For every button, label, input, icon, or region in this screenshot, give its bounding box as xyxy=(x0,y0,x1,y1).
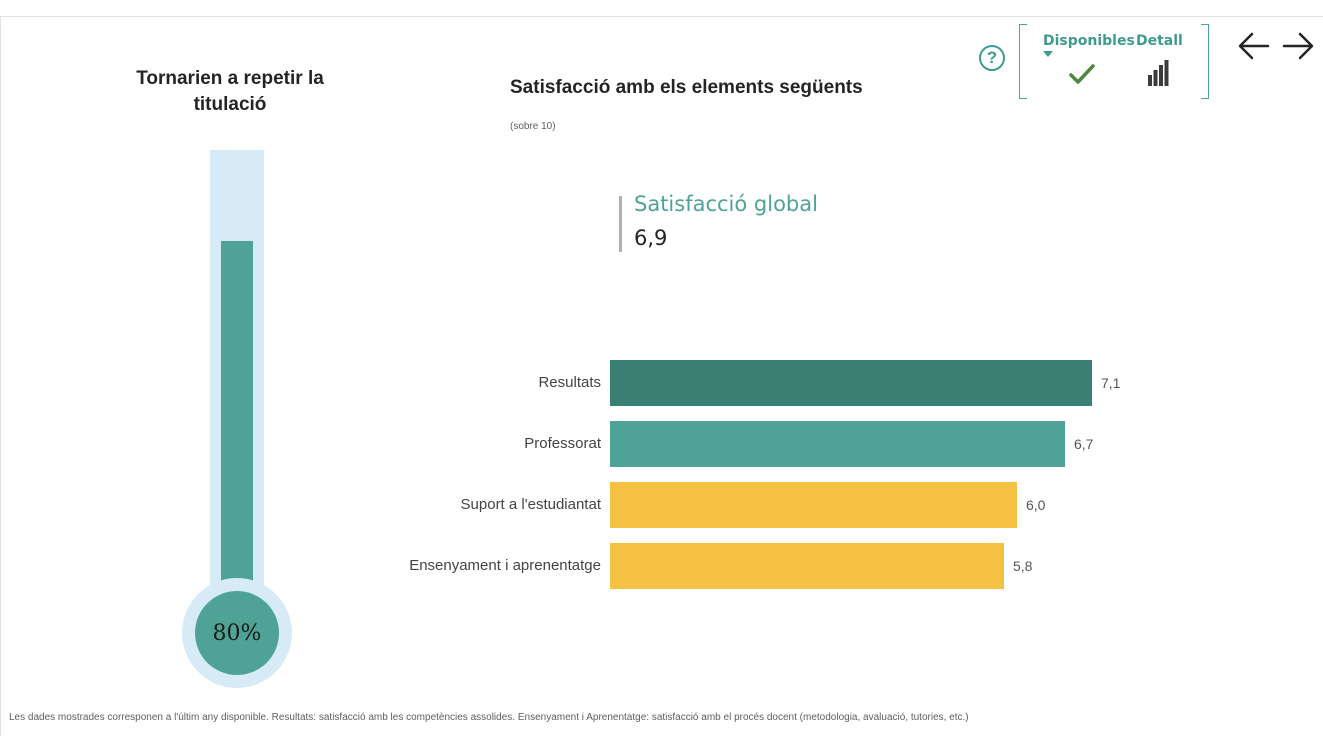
bar-row: Ensenyament i aprenentatge 5,8 xyxy=(0,543,1323,589)
arrow-right-icon[interactable] xyxy=(1280,28,1316,64)
footnote: Les dades mostrades corresponen a l'últi… xyxy=(9,712,969,723)
frame-border-top xyxy=(0,16,1323,17)
bar-row: Resultats 7,1 xyxy=(0,360,1323,406)
bar-category-label: Professorat xyxy=(524,435,601,452)
bar-row: Professorat 6,7 xyxy=(0,421,1323,467)
kpi-accent-bar xyxy=(619,196,622,252)
bar-value-label: 7,1 xyxy=(1101,375,1121,391)
bar-category-label: Suport a l'estudiantat xyxy=(460,496,601,513)
bar[interactable] xyxy=(610,421,1065,467)
bar-category-label: Ensenyament i aprenentatge xyxy=(409,557,601,574)
tab-detail[interactable]: Detall xyxy=(1136,33,1183,49)
frame-border-left xyxy=(0,16,1,736)
tab-available[interactable]: Disponibles xyxy=(1043,33,1135,49)
thermometer-fill xyxy=(221,241,253,640)
bar[interactable] xyxy=(610,543,1004,589)
toggle-bracket-right xyxy=(1201,24,1209,99)
help-button[interactable]: ? xyxy=(979,45,1005,71)
bar-row: Suport a l'estudiantat 6,0 xyxy=(0,482,1323,528)
kpi-label: Satisfacció global xyxy=(634,192,818,216)
bar[interactable] xyxy=(610,482,1017,528)
bar[interactable] xyxy=(610,360,1092,406)
bar-value-label: 6,0 xyxy=(1026,497,1046,513)
kpi-value: 6,9 xyxy=(634,226,668,250)
help-icon: ? xyxy=(986,48,998,67)
chart-title: Satisfacció amb els elements següents xyxy=(510,77,863,98)
bar-value-label: 6,7 xyxy=(1074,436,1094,452)
bar-category-label: Resultats xyxy=(538,374,601,391)
bar-value-label: 5,8 xyxy=(1013,558,1033,574)
thermometer-bulb: 80% xyxy=(195,591,279,675)
toggle-bracket-left xyxy=(1019,24,1027,99)
arrow-left-icon[interactable] xyxy=(1236,28,1272,64)
thermometer-title: Tornarien a repetir la titulació xyxy=(136,68,324,115)
check-icon[interactable] xyxy=(1068,62,1096,86)
chevron-down-icon xyxy=(1043,51,1053,57)
chart-subtitle: (sobre 10) xyxy=(510,121,556,132)
bar-chart-icon[interactable] xyxy=(1147,60,1171,86)
thermometer-value: 80% xyxy=(212,620,262,646)
